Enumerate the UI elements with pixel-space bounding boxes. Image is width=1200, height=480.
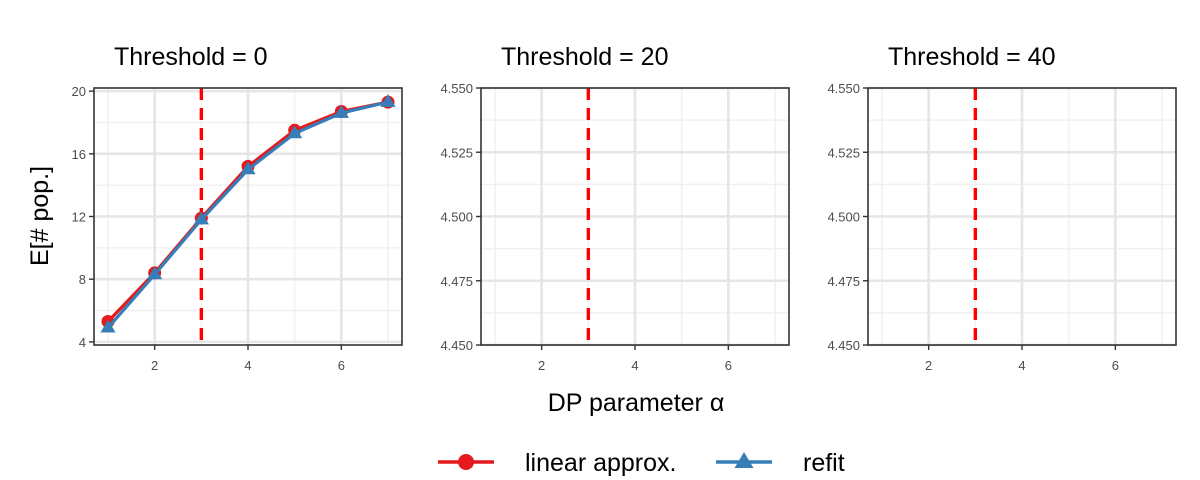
y-tick-label: 4.550 [827, 81, 860, 96]
facet-title: Threshold = 40 [888, 43, 1055, 71]
facet-panel-2: 4.450 4.475 4.500 4.525 4.550 2 4 6 Threshold = … [440, 43, 790, 373]
y-tick-label: 4.525 [827, 145, 860, 160]
y-axis-title: E[# pop.] [26, 166, 54, 266]
x-tick-label: 4 [244, 358, 251, 373]
data-point-refit [100, 319, 116, 333]
x-axis-title: DP parameter α [548, 389, 725, 417]
legend-key-circle-icon [458, 454, 474, 470]
data-point-refit [240, 161, 256, 175]
legend-label: refit [803, 449, 845, 477]
y-tick-label: 4.450 [440, 338, 473, 353]
facet-title: Threshold = 0 [114, 43, 268, 71]
y-tick-label: 12 [72, 210, 86, 225]
data-point-refit [147, 266, 163, 280]
data-point-refit [193, 211, 209, 225]
x-tick-label: 2 [925, 358, 932, 373]
y-tick-label: 4.500 [827, 210, 860, 225]
x-tick-label: 6 [1112, 358, 1119, 373]
y-tick-label: 4.450 [827, 338, 860, 353]
legend-key-triangle-icon [734, 452, 754, 468]
y-tick-label: 4.500 [440, 210, 473, 225]
x-tick-label: 4 [1018, 358, 1025, 373]
data-point-refit [287, 125, 303, 139]
x-tick-label: 6 [338, 358, 345, 373]
y-tick-label: 4.475 [440, 274, 473, 289]
x-tick-label: 6 [725, 358, 732, 373]
legend-item-refit: refit [716, 449, 845, 477]
y-tick-label: 16 [72, 147, 86, 162]
x-tick-label: 4 [631, 358, 638, 373]
y-tick-label: 4.550 [440, 81, 473, 96]
legend-item-linear-approx: linear approx. [438, 449, 676, 477]
y-tick-label: 8 [79, 272, 86, 287]
legend-label: linear approx. [525, 449, 676, 477]
y-tick-label: 4 [79, 335, 86, 350]
y-tick-label: 4.475 [827, 274, 860, 289]
facet-panel-3: 4.450 4.475 4.500 4.525 4.550 2 4 6 Threshold = … [827, 43, 1177, 373]
data-point-refit [380, 94, 396, 107]
x-tick-label: 2 [538, 358, 545, 373]
data-point-refit [333, 105, 349, 118]
legend: linear approx. refit [438, 449, 845, 477]
y-tick-label: 4.525 [440, 145, 473, 160]
y-tick-label: 20 [72, 84, 86, 99]
x-tick-label: 2 [151, 358, 158, 373]
facet-title: Threshold = 20 [501, 43, 668, 71]
